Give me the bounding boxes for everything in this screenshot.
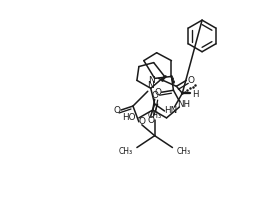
Text: O: O: [151, 91, 158, 100]
Text: CH₃: CH₃: [119, 147, 133, 156]
Text: O: O: [147, 116, 154, 125]
Text: NH: NH: [177, 100, 190, 109]
Text: O: O: [138, 117, 145, 126]
Text: CH₃: CH₃: [148, 111, 162, 120]
Text: HN: HN: [164, 105, 177, 114]
Text: O: O: [188, 76, 195, 85]
Text: HO: HO: [123, 113, 136, 122]
Text: CH₃: CH₃: [176, 147, 191, 156]
Text: O: O: [114, 105, 121, 114]
Text: H: H: [192, 90, 199, 99]
Text: N: N: [148, 76, 155, 85]
Text: N: N: [147, 81, 154, 90]
Text: O: O: [154, 88, 161, 97]
